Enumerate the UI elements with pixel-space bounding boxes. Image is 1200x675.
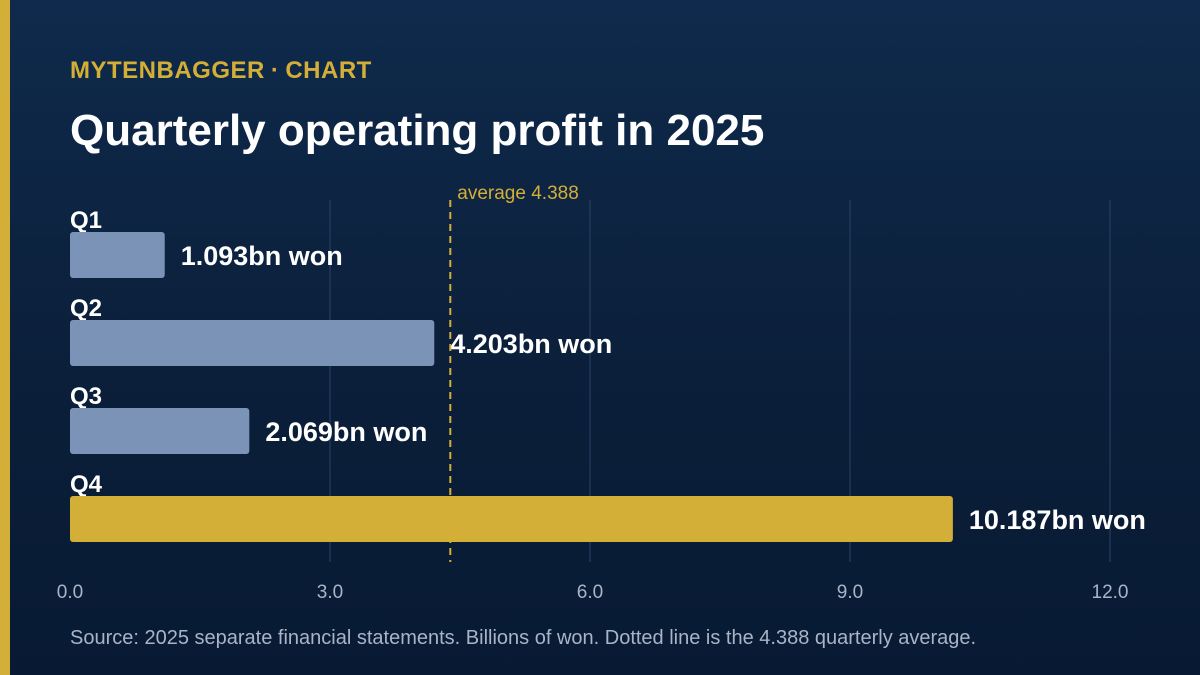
x-tick-label: 0.0 bbox=[57, 582, 83, 603]
value-label: 10.187bn won bbox=[969, 505, 1146, 535]
bar bbox=[70, 408, 250, 454]
x-tick-label: 12.0 bbox=[1092, 582, 1129, 603]
bar bbox=[70, 232, 165, 278]
bar bbox=[70, 496, 953, 542]
x-tick-label: 9.0 bbox=[837, 582, 863, 603]
value-label: 1.093bn won bbox=[181, 241, 343, 271]
kicker: MYTENBAGGER · CHART bbox=[70, 57, 372, 85]
value-label: 4.203bn won bbox=[450, 329, 612, 359]
accent-bar bbox=[0, 0, 10, 675]
bar bbox=[70, 320, 435, 366]
brand-label: MYTENBAGGER bbox=[70, 57, 265, 84]
x-tick-label: 3.0 bbox=[317, 582, 343, 603]
category-label: Q2 bbox=[70, 295, 102, 322]
kicker-separator: · bbox=[270, 57, 280, 84]
source-note: Source: 2025 separate financial statemen… bbox=[70, 627, 977, 649]
section-label: CHART bbox=[285, 57, 372, 84]
category-label: Q3 bbox=[70, 383, 102, 410]
category-label: Q1 bbox=[70, 207, 102, 234]
x-tick-label: 6.0 bbox=[577, 582, 603, 603]
chart-title: Quarterly operating profit in 2025 bbox=[70, 106, 765, 155]
category-label: Q4 bbox=[70, 471, 103, 498]
average-label: average 4.388 bbox=[457, 183, 579, 204]
value-label: 2.069bn won bbox=[265, 417, 427, 447]
